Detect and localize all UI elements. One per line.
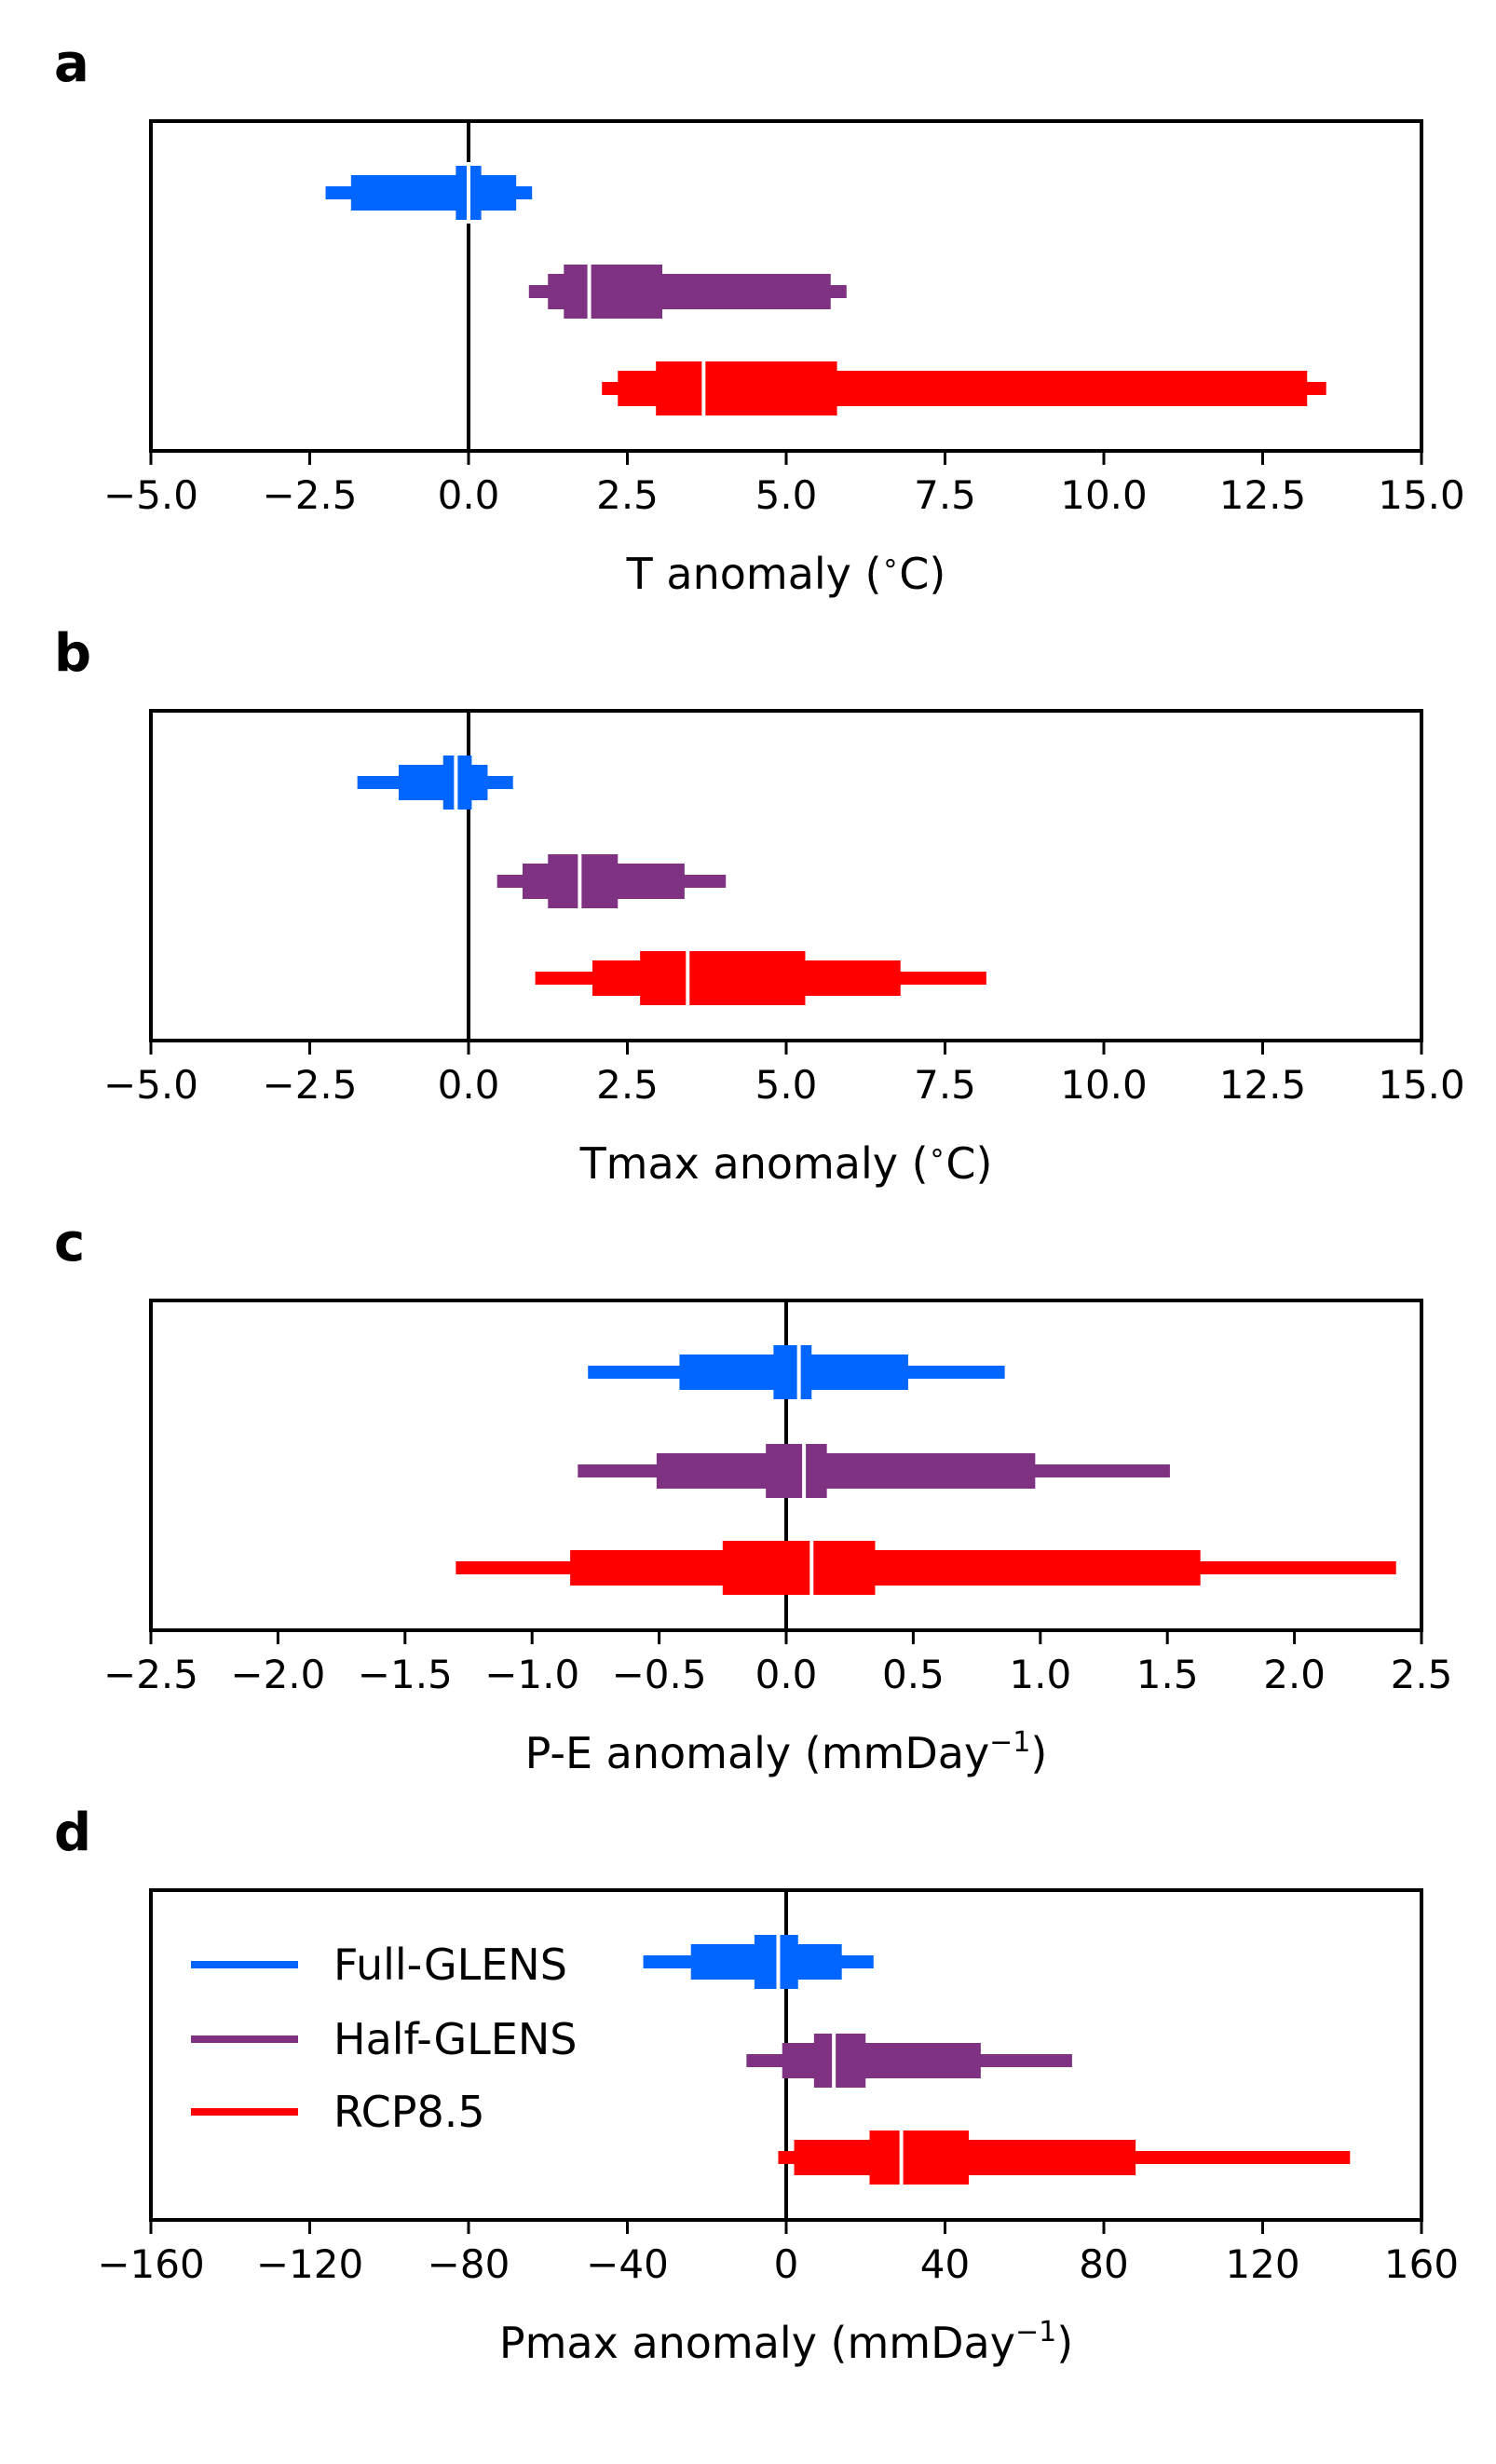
x-tick-label: 12.5 [1219, 1062, 1307, 1108]
panel-letter: a [54, 34, 89, 94]
x-tick-label: −2.5 [103, 1652, 198, 1697]
x-tick-label: 1.0 [1009, 1652, 1071, 1697]
x-tick-label: 40 [920, 2241, 970, 2287]
x-tick-label: 1.5 [1136, 1652, 1199, 1697]
central-range-bar [869, 2130, 970, 2185]
inner-range-bar [570, 1550, 1201, 1586]
x-tick-label: 0.0 [755, 1652, 818, 1697]
x-tick-label: 7.5 [914, 472, 976, 518]
x-tick-label: −80 [428, 2241, 510, 2287]
x-tick-label: 7.5 [914, 1062, 976, 1108]
x-tick-label: 5.0 [755, 1062, 818, 1108]
central-range-bar [766, 1444, 827, 1498]
panel-letter: c [54, 1213, 85, 1273]
x-tick-label: 160 [1384, 2241, 1459, 2287]
x-tick-label: 10.0 [1060, 472, 1148, 518]
x-tick-label: 2.0 [1263, 1652, 1326, 1697]
central-range-bar [640, 951, 806, 1005]
x-tick-label: 12.5 [1219, 472, 1307, 518]
x-tick-label: 80 [1079, 2241, 1128, 2287]
inner-range-bar [350, 175, 517, 211]
legend-label: RCP8.5 [333, 2087, 485, 2137]
panel-b: b −5.0 −2.5 0.0 2.5 5.0 7.5 10.0 12.5 15.0 Tmax an… [54, 623, 1465, 1189]
series-full-glens [588, 1341, 1005, 1403]
x-tick-label: −5.0 [103, 1062, 198, 1108]
inner-range-bar [782, 2043, 981, 2078]
x-tick-label: −2.5 [263, 1062, 358, 1108]
series-full-glens [357, 752, 513, 813]
series-rcp8-5 [778, 2127, 1351, 2188]
panel-a: a −5.0 −2.5 0.0 2.5 5.0 7.5 10.0 12.5 15.0 T anoma… [54, 34, 1465, 599]
x-axis-label: Tmax anomaly (∘C) [579, 1137, 993, 1189]
inner-range-bar [656, 1453, 1036, 1489]
series-full-glens [643, 1931, 874, 1993]
panel-c: c −2.5 −2.0 −1.5 −1.0 −0.5 0.0 0.5 1.0 1.5 2.0 2.5 P… [54, 1213, 1452, 1778]
panel-letter: b [54, 623, 91, 684]
x-tick-label: −1.5 [358, 1652, 453, 1697]
x-tick-label: −2.5 [263, 472, 358, 518]
central-range-bar [722, 1541, 876, 1595]
central-range-bar [813, 2034, 866, 2088]
legend-label: Half-GLENS [333, 2014, 577, 2064]
series-half-glens [578, 1440, 1170, 1502]
x-tick-label: 15.0 [1378, 1062, 1465, 1108]
x-tick-label: 0.0 [438, 472, 500, 518]
central-range-bar [548, 854, 619, 908]
series-full-glens [325, 162, 533, 224]
series-rcp8-5 [602, 358, 1326, 419]
legend-label: Full-GLENS [333, 1940, 567, 1990]
panel-d: d −160 −120 −80 −40 0 40 80 120 160 Pmax anomaly (… [54, 1803, 1459, 2368]
panel-letter: d [54, 1803, 91, 1863]
x-tick-label: 10.0 [1060, 1062, 1148, 1108]
legend: Full-GLENS Half-GLENS RCP8.5 [191, 1940, 577, 2137]
series-half-glens [746, 2030, 1072, 2091]
x-tick-label: −5.0 [103, 472, 198, 518]
x-tick-label: −40 [586, 2241, 669, 2287]
x-tick-label: −120 [256, 2241, 363, 2287]
series-rcp8-5 [535, 947, 986, 1009]
x-axis-label: P-E anomaly (mmDay−1) [525, 1726, 1048, 1778]
x-axis-label: Pmax anomaly (mmDay−1) [499, 2316, 1073, 2368]
x-axis-label: T anomaly (∘C) [626, 547, 946, 599]
x-tick-label: 2.5 [596, 472, 659, 518]
central-range-bar [773, 1345, 812, 1399]
series-rcp8-5 [456, 1537, 1396, 1599]
series-half-glens [496, 851, 727, 912]
x-tick-label: −160 [97, 2241, 204, 2287]
x-tick-label: 120 [1225, 2241, 1299, 2287]
x-tick-label: 0.5 [882, 1652, 945, 1697]
series-half-glens [528, 261, 847, 322]
central-range-bar [564, 265, 663, 319]
x-tick-label: −2.0 [230, 1652, 325, 1697]
x-tick-label: 2.5 [1391, 1652, 1453, 1697]
x-tick-label: 15.0 [1378, 472, 1465, 518]
x-tick-label: −0.5 [612, 1652, 707, 1697]
x-tick-label: −1.0 [484, 1652, 579, 1697]
x-tick-label: 5.0 [755, 472, 818, 518]
x-tick-label: 0 [774, 2241, 799, 2287]
x-tick-label: 2.5 [596, 1062, 659, 1108]
x-tick-label: 0.0 [438, 1062, 500, 1108]
central-range-bar [754, 1935, 798, 1989]
central-range-bar [656, 361, 837, 415]
